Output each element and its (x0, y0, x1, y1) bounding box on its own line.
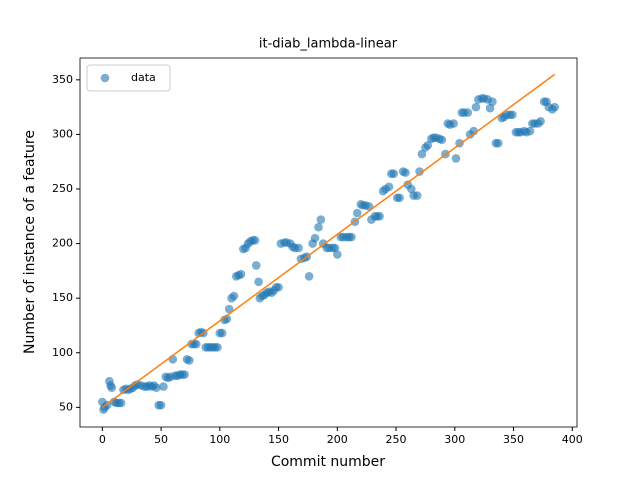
data-point (251, 261, 261, 270)
data-point (192, 339, 201, 349)
data-point (184, 356, 194, 365)
y-tick-label: 250 (52, 182, 73, 195)
x-tick-label: 100 (209, 433, 230, 446)
plot-frame (79, 57, 578, 428)
data-point (159, 382, 168, 391)
data-point (488, 97, 497, 106)
data-point (116, 398, 126, 408)
y-tick-label: 350 (52, 73, 73, 86)
legend-label: data (131, 71, 156, 84)
data-point (437, 135, 447, 145)
data-point (180, 370, 189, 379)
y-tick-label: 100 (52, 346, 73, 359)
data-point (508, 110, 517, 120)
data-point (415, 167, 424, 176)
data-point (236, 269, 246, 279)
data-point (254, 277, 263, 287)
data-point (417, 149, 427, 159)
legend-box (86, 64, 171, 92)
data-point (294, 243, 303, 253)
x-axis-label: Commit number (271, 454, 385, 470)
x-tick-label: 350 (503, 433, 524, 446)
x-tick-label: 0 (99, 433, 106, 446)
data-point (107, 383, 117, 392)
x-tick-label: 50 (154, 433, 168, 446)
data-point (493, 138, 503, 148)
data-point (451, 154, 461, 163)
x-tick-label: 300 (444, 433, 465, 446)
data-point (217, 328, 227, 338)
data-point (550, 102, 559, 112)
data-point (156, 400, 166, 410)
data-point (525, 126, 535, 136)
data-point (536, 117, 545, 126)
data-point (330, 243, 340, 253)
data-point (471, 102, 481, 112)
data-point (352, 208, 362, 218)
y-tick-label: 200 (52, 237, 73, 250)
y-tick-label: 50 (59, 400, 73, 413)
data-point (229, 291, 239, 301)
data-point (304, 272, 314, 281)
data-point (250, 236, 260, 245)
data-point (407, 184, 416, 194)
x-tick-label: 150 (268, 433, 289, 446)
data-point (375, 211, 384, 221)
data-point (213, 343, 222, 352)
data-point (152, 383, 161, 392)
y-tick-label: 150 (52, 291, 73, 304)
data-point (314, 222, 323, 232)
chart-title: it-diab_lambda-linear (259, 37, 398, 52)
data-point (224, 304, 234, 314)
y-tick-label: 300 (52, 127, 73, 140)
data-point (412, 191, 422, 200)
data-point (310, 233, 320, 243)
trend-line (101, 73, 556, 408)
data-point (347, 232, 356, 242)
data-point (463, 108, 473, 117)
data-point (333, 250, 342, 259)
data-point (449, 119, 458, 128)
data-point (384, 182, 394, 192)
x-tick-label: 200 (327, 433, 348, 446)
data-point (395, 193, 404, 203)
x-tick-label: 250 (386, 433, 407, 446)
y-axis-label: Number of instance of a feature (22, 130, 38, 354)
data-point (316, 215, 326, 224)
data-point (485, 103, 495, 113)
legend-marker (100, 73, 110, 83)
data-point (389, 169, 399, 179)
data-point (274, 282, 283, 292)
x-tick-label: 400 (562, 433, 583, 446)
data-point (401, 168, 410, 177)
data-point (423, 141, 433, 150)
